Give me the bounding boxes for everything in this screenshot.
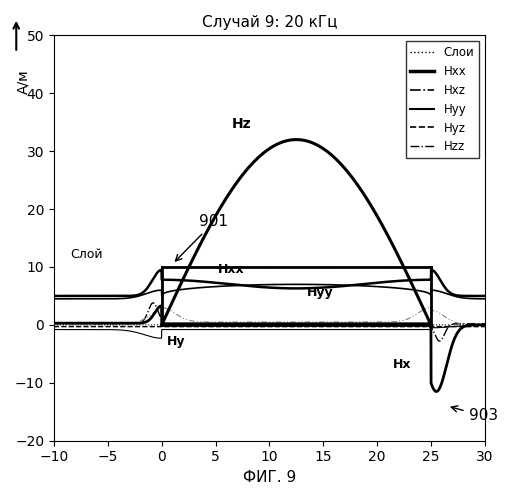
Text: Hyy: Hyy xyxy=(307,286,334,299)
Text: А/м: А/м xyxy=(16,70,30,94)
Legend: Слои, Hxx, Hxz, Hyy, Hyz, Hzz: Слои, Hxx, Hxz, Hyy, Hyz, Hzz xyxy=(406,41,479,158)
Title: Случай 9: 20 кГц: Случай 9: 20 кГц xyxy=(201,15,337,30)
Text: Hx: Hx xyxy=(393,358,412,372)
Text: 903: 903 xyxy=(451,406,498,423)
Text: 901: 901 xyxy=(175,214,228,261)
Text: Hxx: Hxx xyxy=(218,263,244,276)
X-axis label: ФИГ. 9: ФИГ. 9 xyxy=(243,470,296,485)
Text: Hy: Hy xyxy=(167,335,186,348)
Text: Слой: Слой xyxy=(70,248,103,262)
Text: Hz: Hz xyxy=(232,117,251,131)
